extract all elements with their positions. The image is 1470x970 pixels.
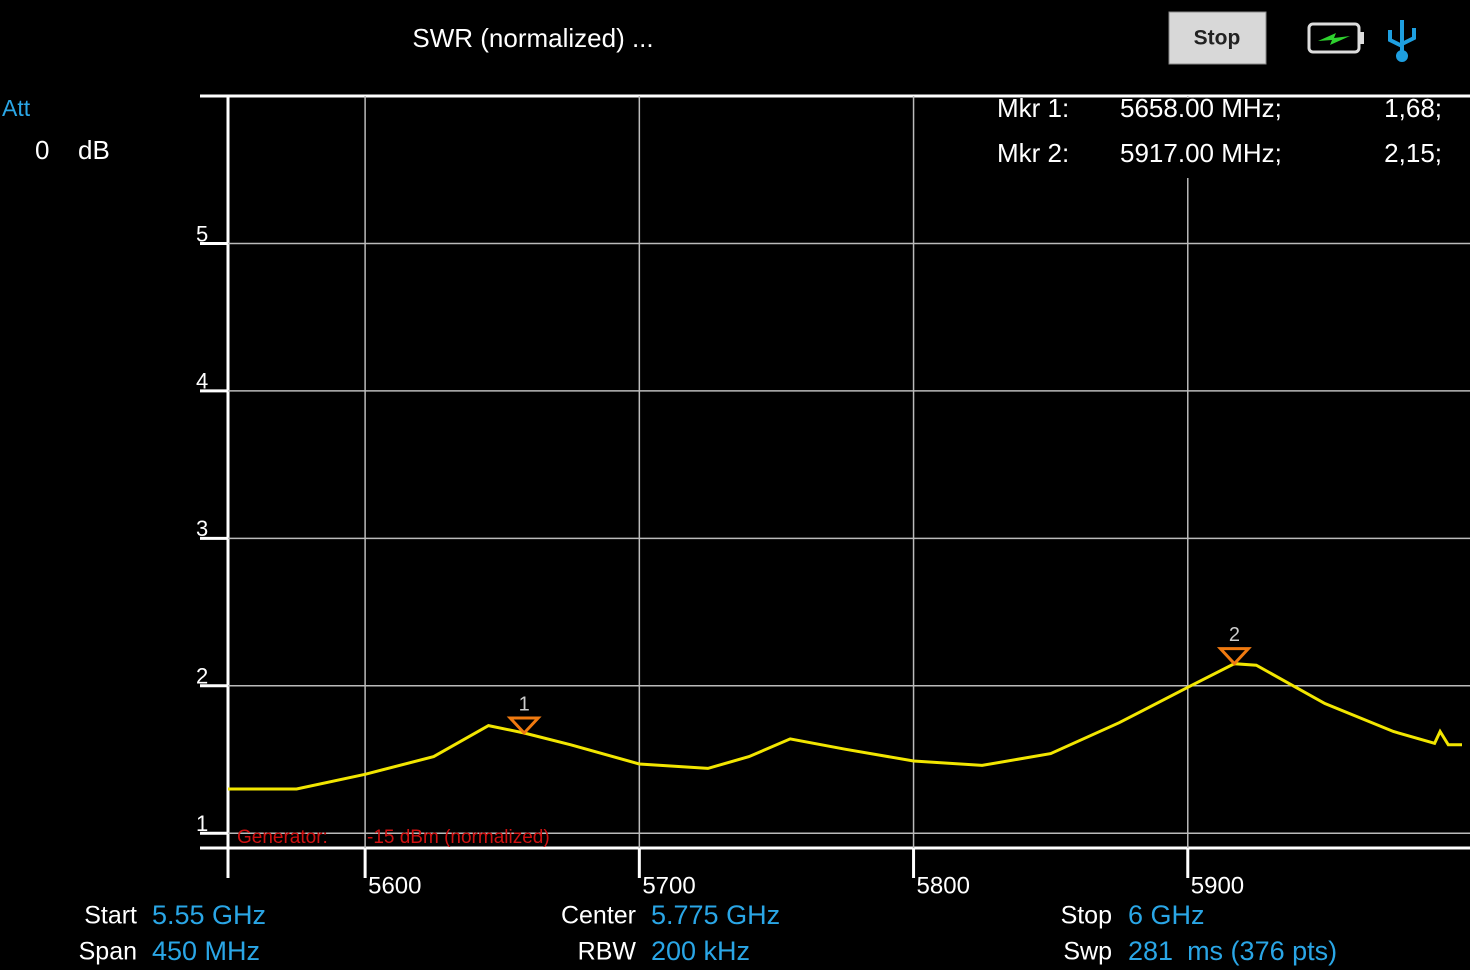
plot: 1 2 3 4 5 5600 5700 5800 5900 Mkr 1: 5658.00 MHz; 1… [196, 93, 1470, 899]
marker-name: Mkr 1: [997, 93, 1069, 123]
x-tick-label: 5700 [642, 872, 695, 899]
att-label: Att [2, 95, 31, 121]
usb-branches [1388, 28, 1416, 48]
y-tick-label: 1 [196, 811, 208, 836]
title: SWR (normalized) ... [412, 23, 653, 53]
footer-value: 200 kHz [651, 936, 750, 966]
att-value: 0 [35, 135, 49, 165]
marker-value: 2,15; [1384, 138, 1442, 168]
marker-tag: 1 [519, 693, 530, 715]
button-label[interactable]: Stop [1194, 27, 1241, 50]
marker [1216, 647, 1252, 666]
battery-icon [1307, 22, 1364, 54]
usb-icon [1388, 20, 1416, 62]
marker-value: 1,68; [1384, 93, 1442, 123]
footer-label: Span [79, 938, 137, 966]
footer-value: 6 GHz [1128, 900, 1205, 930]
readout-bg [990, 98, 1460, 178]
y-tick-label: 4 [196, 369, 208, 394]
stop-button[interactable]: Stop [1168, 11, 1267, 65]
usb-dot [1396, 50, 1408, 62]
footer-value: 5.775 GHz [651, 900, 780, 930]
y-tick-label: 3 [196, 516, 208, 541]
footer: Start 5.55 GHz Span 450 MHz Center 5.775 GHz R… [79, 900, 1338, 966]
footer-label: Stop [1061, 902, 1112, 930]
button-face[interactable] [1168, 11, 1267, 65]
marker-tag: 2 [1229, 624, 1240, 646]
y-tick-label: 2 [196, 664, 208, 689]
charge-bolt [1318, 33, 1350, 45]
y-tick-label: 5 [196, 221, 208, 246]
footer-value: 281 [1128, 936, 1173, 966]
annotation-label: Generator: [237, 827, 328, 848]
marker [506, 716, 542, 736]
trace [228, 662, 1462, 791]
footer-label: Center [561, 902, 636, 930]
marker-frequency: 5917.00 MHz; [1120, 138, 1282, 168]
att-unit: dB [78, 135, 110, 165]
battery-tip [1359, 32, 1364, 44]
footer-unit: ms (376 pts) [1187, 936, 1337, 966]
marker-frequency: 5658.00 MHz; [1120, 93, 1282, 123]
x-tick-label: 5900 [1191, 872, 1244, 899]
x-tick-label: 5800 [917, 872, 970, 899]
footer-value: 5.55 GHz [152, 900, 266, 930]
footer-value: 450 MHz [152, 936, 260, 966]
footer-label: Swp [1063, 938, 1112, 966]
annotation-text: -15 dBm (normalized) [367, 827, 550, 848]
footer-label: RBW [578, 938, 637, 966]
x-tick-label: 5600 [368, 872, 421, 899]
footer-label: Start [84, 902, 137, 930]
marker-name: Mkr 2: [997, 138, 1069, 168]
